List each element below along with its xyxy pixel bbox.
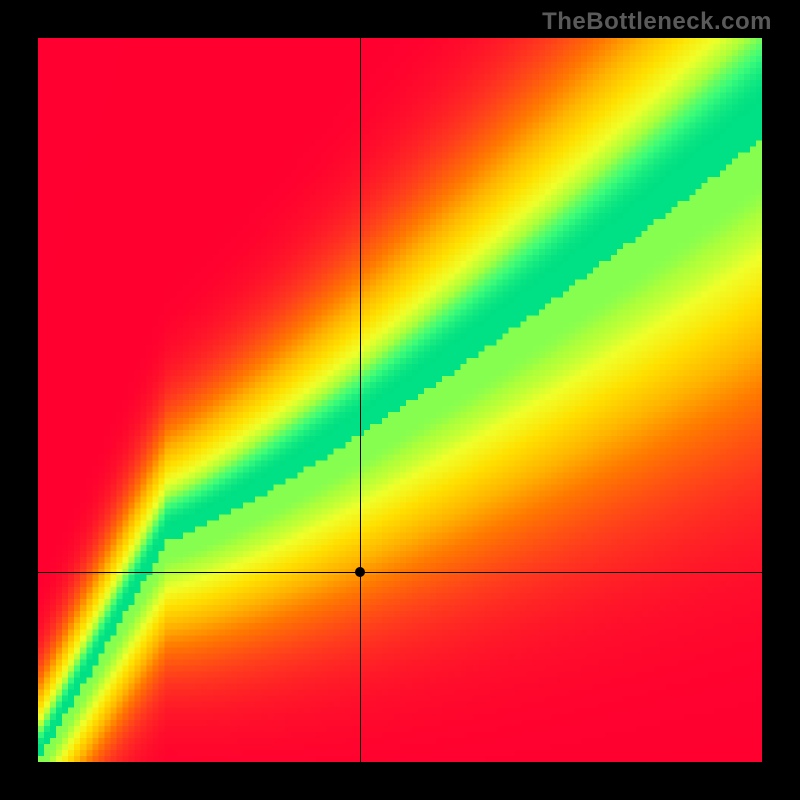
- watermark-text: TheBottleneck.com: [542, 8, 772, 36]
- crosshair-horizontal: [38, 572, 762, 573]
- bottleneck-heatmap: [38, 38, 762, 762]
- crosshair-marker: [355, 567, 365, 577]
- heatmap-canvas: [38, 38, 762, 762]
- crosshair-vertical: [360, 38, 361, 762]
